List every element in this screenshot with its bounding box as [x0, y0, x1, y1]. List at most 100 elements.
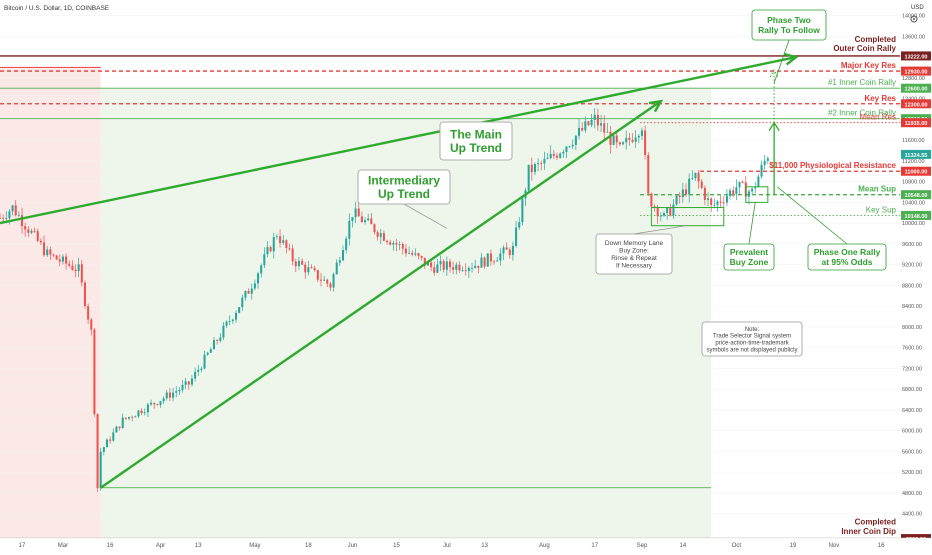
candle-body — [477, 265, 480, 268]
candle-body — [763, 160, 766, 165]
candle-body — [17, 215, 20, 217]
candle-body — [253, 283, 256, 289]
candle-body — [102, 447, 105, 452]
annotation-layer: The Main Up Trend Intermediary Up Trend Phas… — [357, 9, 887, 357]
candle-body — [612, 135, 615, 145]
candle-body — [496, 260, 499, 262]
candle-body — [722, 202, 725, 204]
candle-body — [168, 392, 171, 398]
candle-body — [46, 249, 49, 256]
date-tick-label: Aug — [539, 543, 550, 549]
candle-body — [121, 417, 124, 429]
candle-body — [304, 264, 307, 273]
candle-body — [754, 187, 757, 189]
candle-body — [357, 208, 360, 217]
price-tick-label: 8000.00 — [902, 325, 922, 331]
candle-body — [738, 181, 741, 188]
candle-layer — [0, 108, 769, 492]
candle-body — [656, 206, 659, 217]
candle-body — [316, 270, 319, 280]
note-label-box — [701, 321, 803, 357]
price-tick-label: 4400.00 — [902, 512, 922, 518]
down-memory-buy-zone-box — [650, 207, 725, 227]
candle-body — [219, 337, 222, 341]
candle-body — [571, 144, 574, 147]
date-tick-label: Apr — [156, 543, 165, 549]
trend-layer — [0, 53, 799, 489]
candle-body — [99, 451, 102, 489]
candle-body — [386, 240, 389, 243]
candle-body — [184, 381, 187, 385]
price-tick-label: 10400.00 — [902, 200, 925, 206]
candle-body — [581, 127, 584, 131]
phase-two-label-pointer — [773, 39, 790, 84]
candle-body — [329, 283, 332, 288]
price-tag-label: 11324.55 — [905, 153, 928, 159]
candle-body — [527, 164, 530, 191]
candle-body — [659, 215, 662, 217]
price-tick-label: 8800.00 — [902, 283, 922, 289]
prevalent-buy-zone-box — [745, 186, 769, 203]
candle-body — [455, 264, 458, 270]
date-tick-label: Oct — [732, 543, 742, 549]
candle-body — [430, 262, 433, 268]
settings-gear-icon[interactable] — [910, 15, 918, 23]
candle-body — [568, 146, 571, 148]
candle-body — [445, 261, 448, 270]
candle-body — [68, 263, 71, 266]
candle-body — [414, 253, 417, 255]
candle-body — [493, 261, 496, 263]
level-label: Mean Res — [860, 113, 896, 122]
candle-body — [448, 261, 452, 268]
main-trend-label: The Main Up Trend — [450, 127, 502, 155]
price-tick-label: 5200.00 — [902, 470, 922, 476]
candle-body — [565, 146, 568, 152]
candle-body — [600, 123, 603, 126]
candle-body — [647, 155, 650, 194]
date-tick-label: Mar — [58, 543, 68, 549]
candle-body — [74, 269, 77, 271]
price-tick-label: 6800.00 — [902, 387, 922, 393]
candle-body — [521, 198, 524, 223]
candle-body — [653, 206, 656, 208]
candle-body — [467, 267, 470, 272]
price-tick-label: 8400.00 — [902, 304, 922, 310]
candle-body — [90, 319, 93, 330]
candle-body — [609, 131, 612, 145]
candle-body — [474, 265, 477, 268]
candle-body — [464, 270, 467, 272]
level-label: Key Res — [864, 94, 896, 103]
candle-body — [389, 242, 392, 245]
candle-body — [93, 329, 96, 414]
candle-body — [678, 195, 681, 198]
candle-body — [162, 398, 165, 402]
candle-body — [323, 279, 326, 281]
candle-body — [382, 233, 385, 241]
candle-body — [112, 432, 115, 441]
candle-body — [376, 232, 379, 237]
phase-two-label-box — [751, 9, 827, 41]
candle-body — [757, 176, 760, 188]
down-memory-label: Down Memory Lane Buy Zone: Rinse & Repeat I… — [605, 240, 664, 269]
candle-body — [637, 135, 640, 138]
price-tag — [901, 99, 931, 109]
candle-body — [109, 439, 112, 441]
price-tag-label: 10148.00 — [905, 214, 928, 220]
candle-body — [335, 262, 338, 275]
candle-body — [43, 242, 46, 256]
candle-body — [537, 163, 540, 165]
level-label: #2 Inner Coin Rally — [828, 109, 896, 118]
candle-body — [625, 137, 628, 143]
candle-body — [404, 248, 407, 254]
candle-body — [533, 164, 536, 173]
candle-body — [650, 193, 653, 207]
candle-body — [341, 250, 345, 261]
candle-body — [502, 247, 505, 254]
price-tag-label: 13222.00 — [905, 54, 928, 60]
candle-body — [345, 238, 348, 251]
candle-body — [27, 229, 30, 233]
price-tick-label: 7600.00 — [902, 346, 922, 352]
candle-body — [55, 255, 58, 260]
candle-body — [326, 279, 329, 284]
